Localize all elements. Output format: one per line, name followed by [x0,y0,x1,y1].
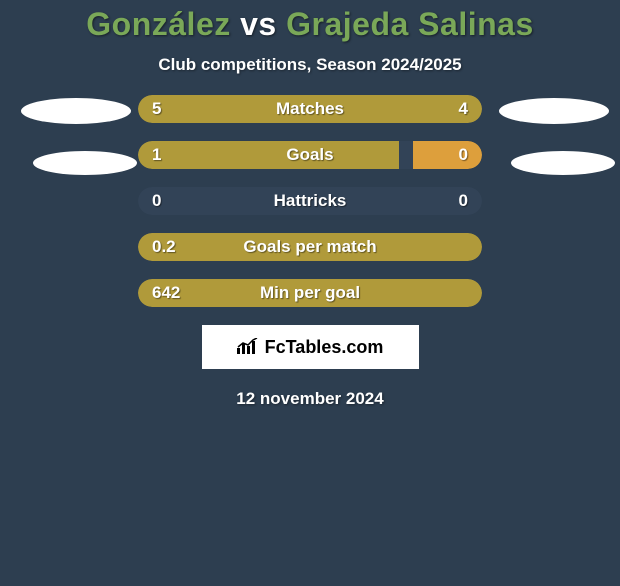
stat-value-right: 0 [459,145,468,165]
stat-row: Matches 5 4 [138,95,482,123]
bar-chart-icon [237,338,259,356]
comparison-title: González vs Grajeda Salinas [0,6,620,43]
decorative-ellipse-2 [33,151,137,175]
chart-area: Matches 5 4 Goals 1 0 Hattricks 0 0 Goals per mat… [15,95,605,307]
stat-value-left: 0 [152,191,161,211]
stat-value-right: 0 [459,191,468,211]
stat-value-left: 5 [152,99,161,119]
date-line: 12 november 2024 [0,389,620,409]
stat-row: Min per goal 642 [138,279,482,307]
stat-name: Goals [286,145,333,165]
decorative-ellipse-0 [21,98,131,124]
stat-name: Hattricks [274,191,347,211]
decorative-ellipse-1 [499,98,609,124]
stat-name: Goals per match [243,237,376,257]
subtitle: Club competitions, Season 2024/2025 [0,55,620,75]
stat-row: Hattricks 0 0 [138,187,482,215]
footer-badge: FcTables.com [202,325,419,369]
stat-value-left: 642 [152,283,180,303]
stat-value-left: 0.2 [152,237,176,257]
stat-value-left: 1 [152,145,161,165]
bar-fill-left [138,141,399,169]
footer-badge-text: FcTables.com [265,337,384,358]
stat-bars: Matches 5 4 Goals 1 0 Hattricks 0 0 Goals per mat… [138,95,482,307]
stat-row: Goals per match 0.2 [138,233,482,261]
bar-fill-right [413,141,482,169]
decorative-ellipse-3 [511,151,615,175]
stat-name: Min per goal [260,283,360,303]
title-player-right: Grajeda Salinas [286,6,534,42]
stat-value-right: 4 [459,99,468,119]
title-player-left: González [86,6,230,42]
title-vs: vs [240,6,277,42]
stat-row: Goals 1 0 [138,141,482,169]
stat-name: Matches [276,99,344,119]
